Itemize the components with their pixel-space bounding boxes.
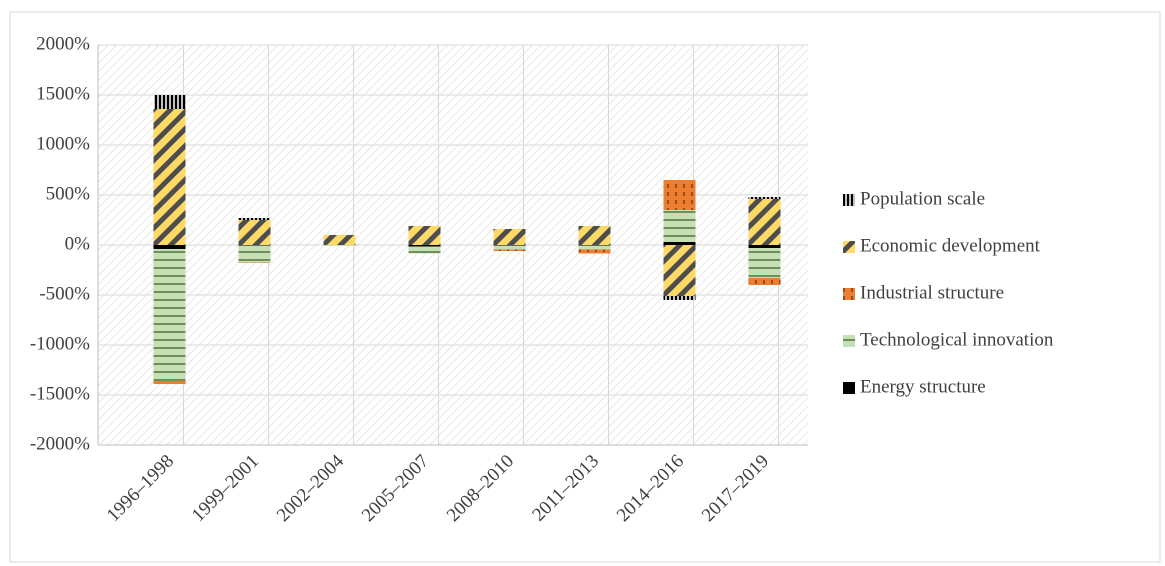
bar-segment <box>238 262 271 263</box>
bar-segment <box>238 245 271 246</box>
bar-segment <box>408 245 441 247</box>
bar-segment <box>238 218 271 220</box>
y-tick-label: -1000% <box>30 333 90 354</box>
legend-label: Economic development <box>860 235 1041 256</box>
y-tick-label: -2000% <box>30 433 90 454</box>
x-tick-label: 2014–2016 <box>613 451 688 526</box>
y-tick-label: 1000% <box>36 133 90 154</box>
bar-segment <box>238 220 271 245</box>
y-tick-label: -500% <box>39 283 90 304</box>
bar-segment <box>748 199 781 245</box>
legend-label: Industrial structure <box>860 282 1004 303</box>
x-tick-label: 1999–2001 <box>188 451 263 526</box>
bar-segment <box>663 245 696 296</box>
y-tick-label: 500% <box>46 183 91 204</box>
legend-label: Energy structure <box>860 376 986 397</box>
bar-segment <box>238 245 271 263</box>
bar-segment <box>153 381 186 384</box>
bar-segment <box>323 235 356 245</box>
x-tick-label: 1996–1998 <box>103 451 178 526</box>
bar-segment <box>663 242 696 245</box>
bar-segment <box>663 210 696 242</box>
x-tick-label: 2002–2004 <box>273 450 349 526</box>
bar-segment <box>408 226 441 245</box>
bar-segment <box>153 249 186 381</box>
bar-segment <box>153 95 186 109</box>
bar-segment <box>748 248 781 278</box>
x-tick-label: 2008–2010 <box>443 451 518 526</box>
legend-label: Technological innovation <box>860 329 1054 350</box>
bar-segment <box>748 197 781 199</box>
legend-swatch <box>843 288 855 300</box>
y-tick-label: -1500% <box>30 383 90 404</box>
legend-swatch <box>843 194 855 206</box>
bar-segment <box>493 229 526 245</box>
y-tick-label: 1500% <box>36 83 90 104</box>
x-tick-label: 2017–2019 <box>698 451 773 526</box>
y-tick-label: 0% <box>65 233 91 254</box>
bar-segment <box>748 245 781 248</box>
bar-segment <box>578 226 611 245</box>
legend-swatch <box>843 241 855 253</box>
bar-segment <box>663 296 696 300</box>
y-tick-label: 2000% <box>36 33 90 54</box>
legend-swatch <box>843 335 855 347</box>
bar-segment <box>663 180 696 210</box>
bar-segment <box>493 245 526 246</box>
bar-segment <box>493 245 526 250</box>
legend-swatch <box>843 382 855 394</box>
bar-segment <box>153 109 186 245</box>
bar-segment <box>493 249 526 251</box>
bar-segment <box>748 278 781 285</box>
chart-border <box>9 11 1161 563</box>
bar-segment <box>578 249 611 254</box>
bar-segment <box>578 245 611 250</box>
bar-segment <box>578 245 611 246</box>
bar-segment <box>153 245 186 249</box>
x-tick-label: 2005–2007 <box>358 451 433 526</box>
bar-segment <box>323 245 356 246</box>
x-tick-label: 2011–2013 <box>528 451 603 526</box>
legend-label: Population scale <box>860 188 985 209</box>
bar-segment <box>408 246 441 254</box>
